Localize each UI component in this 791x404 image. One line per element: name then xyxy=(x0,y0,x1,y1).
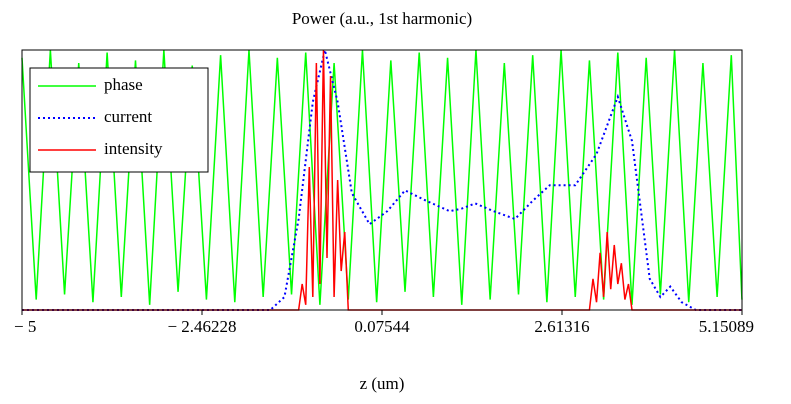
legend-label: intensity xyxy=(104,139,163,158)
series-line xyxy=(22,49,742,311)
series-line xyxy=(21,49,743,305)
series-line xyxy=(22,49,742,311)
x-tick-label: 2.61316 xyxy=(534,317,589,336)
x-tick-label: 0.07544 xyxy=(354,317,410,336)
x-axis-label: z (um) xyxy=(360,374,405,393)
x-tick-label: 5.15089 xyxy=(699,317,754,336)
x-tick-label: − 2.46228 xyxy=(167,317,236,336)
legend-label: current xyxy=(104,107,152,126)
x-tick-label: − 5 xyxy=(14,317,36,336)
legend-label: phase xyxy=(104,75,143,94)
chart-title: Power (a.u., 1st harmonic) xyxy=(292,9,472,28)
